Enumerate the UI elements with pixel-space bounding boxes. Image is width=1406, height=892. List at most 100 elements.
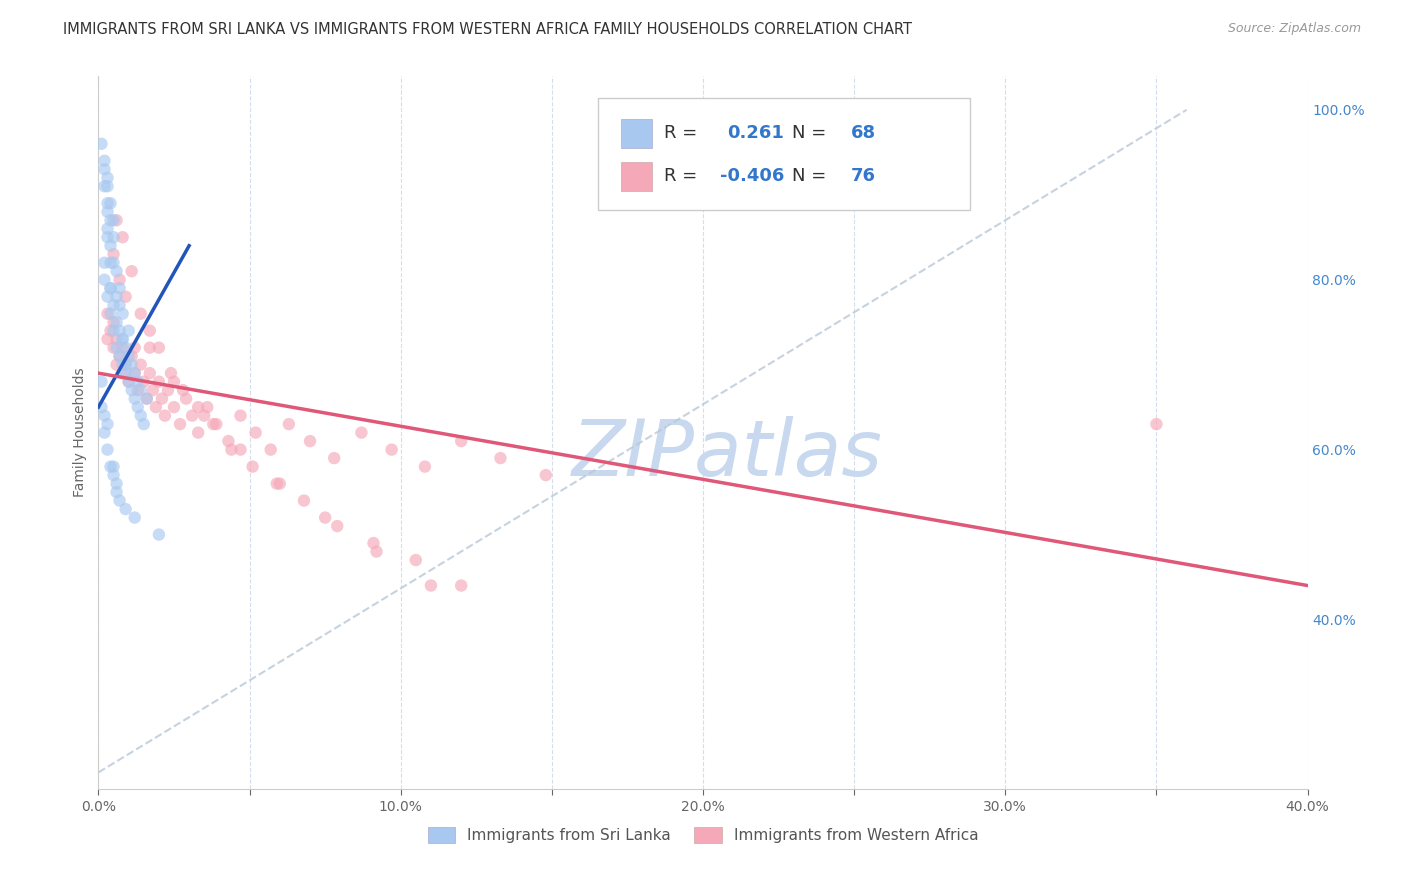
Point — [160, 366, 183, 380]
Point — [245, 425, 267, 440]
Point — [127, 400, 149, 414]
Point — [129, 409, 152, 423]
Point — [103, 230, 125, 244]
Point — [100, 307, 122, 321]
Point — [111, 307, 134, 321]
Point — [111, 332, 134, 346]
Point — [323, 451, 346, 466]
Point — [105, 213, 128, 227]
Text: R =: R = — [664, 124, 703, 143]
Point — [108, 349, 131, 363]
Point — [229, 442, 252, 457]
Point — [118, 375, 141, 389]
Point — [100, 281, 122, 295]
Point — [139, 341, 162, 355]
Point — [100, 281, 122, 295]
Text: N =: N = — [792, 168, 831, 186]
Point — [124, 341, 146, 355]
Point — [350, 425, 373, 440]
Point — [121, 349, 143, 363]
Point — [103, 298, 125, 312]
Point — [174, 392, 197, 406]
Point — [103, 256, 125, 270]
Point — [202, 417, 225, 431]
Point — [105, 264, 128, 278]
Text: ZIPatlas: ZIPatlas — [572, 416, 883, 492]
Point — [111, 358, 134, 372]
Point — [93, 256, 115, 270]
Point — [124, 366, 146, 380]
Point — [135, 392, 157, 406]
Point — [111, 230, 134, 244]
Point — [127, 383, 149, 397]
Point — [111, 341, 134, 355]
Point — [129, 307, 152, 321]
Point — [90, 400, 112, 414]
Point — [260, 442, 283, 457]
Point — [93, 162, 115, 177]
Point — [103, 213, 125, 227]
Point — [108, 273, 131, 287]
Point — [103, 459, 125, 474]
Point — [181, 409, 204, 423]
Point — [93, 153, 115, 168]
Point — [90, 136, 112, 151]
Point — [205, 417, 228, 431]
Text: Source: ZipAtlas.com: Source: ZipAtlas.com — [1227, 22, 1361, 36]
Text: 76: 76 — [851, 168, 876, 186]
Point — [105, 476, 128, 491]
Point — [145, 400, 167, 414]
Point — [172, 383, 194, 397]
Point — [242, 459, 264, 474]
Point — [420, 578, 443, 592]
Point — [381, 442, 404, 457]
Point — [105, 341, 128, 355]
Point — [153, 409, 176, 423]
Text: 68: 68 — [851, 124, 876, 143]
Point — [103, 341, 125, 355]
Point — [363, 536, 385, 550]
Point — [93, 179, 115, 194]
Point — [100, 213, 122, 227]
Point — [105, 290, 128, 304]
Point — [100, 238, 122, 252]
Point — [108, 349, 131, 363]
Point — [489, 451, 512, 466]
Point — [114, 366, 136, 380]
Point — [405, 553, 427, 567]
Point — [114, 290, 136, 304]
Point — [148, 527, 170, 541]
Point — [93, 409, 115, 423]
Point — [187, 425, 209, 440]
Text: IMMIGRANTS FROM SRI LANKA VS IMMIGRANTS FROM WESTERN AFRICA FAMILY HOUSEHOLDS CO: IMMIGRANTS FROM SRI LANKA VS IMMIGRANTS … — [63, 22, 912, 37]
Point — [124, 366, 146, 380]
Point — [108, 493, 131, 508]
Point — [100, 324, 122, 338]
Point — [187, 400, 209, 414]
Point — [103, 247, 125, 261]
Point — [114, 341, 136, 355]
Point — [111, 366, 134, 380]
Point — [103, 324, 125, 338]
Point — [100, 256, 122, 270]
Point — [108, 281, 131, 295]
Point — [96, 442, 118, 457]
Point — [450, 434, 472, 449]
Point — [100, 459, 122, 474]
Point — [148, 375, 170, 389]
Point — [277, 417, 299, 431]
Point — [118, 375, 141, 389]
Point — [96, 196, 118, 211]
Point — [96, 332, 118, 346]
Point — [105, 485, 128, 500]
Point — [129, 383, 152, 397]
Point — [90, 375, 112, 389]
Point — [195, 400, 218, 414]
Point — [127, 375, 149, 389]
Point — [450, 578, 472, 592]
Point — [314, 510, 336, 524]
Y-axis label: Family Households: Family Households — [73, 368, 87, 498]
Point — [129, 358, 152, 372]
Point — [96, 170, 118, 185]
Point — [217, 434, 239, 449]
